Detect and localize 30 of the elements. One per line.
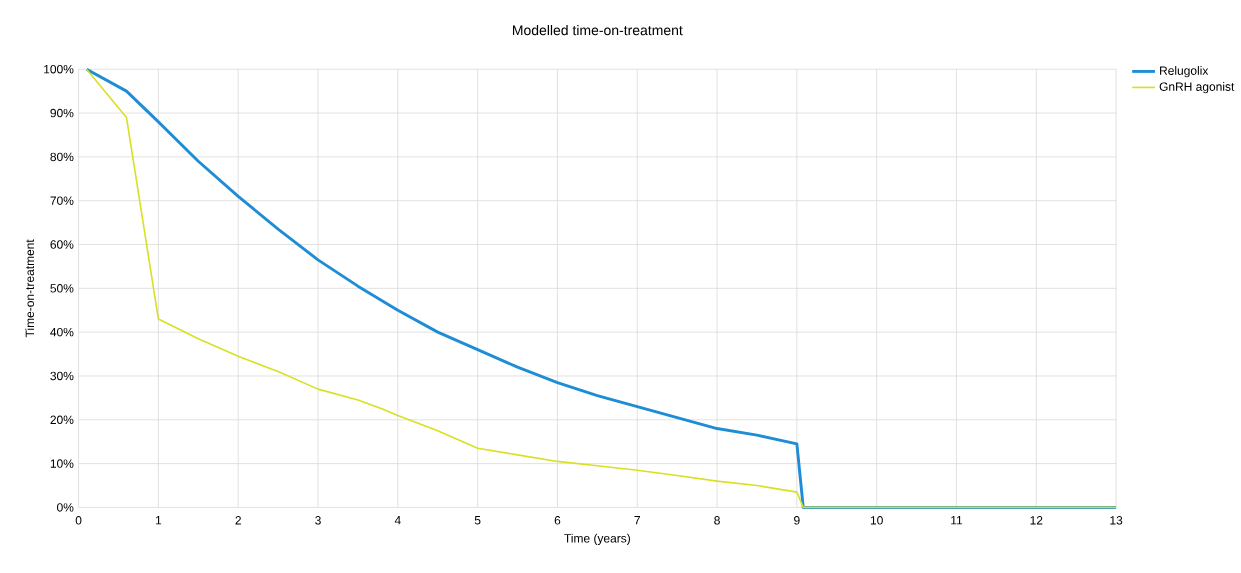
y-tick-label: 20% (50, 415, 74, 425)
x-tick-label: 2 (235, 516, 241, 525)
y-tick-label: 70% (50, 196, 74, 206)
y-tick-label: 80% (50, 152, 74, 162)
x-tick-label: 13 (1110, 516, 1123, 525)
x-tick-label: 0 (75, 516, 82, 525)
x-tick-label: 10 (870, 516, 883, 525)
x-tick-label: 1 (155, 516, 162, 525)
x-tick-label: 7 (634, 516, 640, 525)
x-axis-title: Time (years) (564, 533, 630, 546)
x-tick-label: 5 (474, 516, 481, 525)
y-tick-label: 40% (50, 328, 74, 337)
x-tick-label: 8 (714, 516, 720, 525)
y-tick-label: 10% (50, 459, 74, 469)
y-tick-label: 100% (44, 65, 74, 74)
y-tick-label: 0% (57, 503, 74, 512)
x-tick-label: 6 (554, 516, 561, 525)
x-tick-label: 11 (951, 516, 963, 525)
x-tick-label: 3 (315, 516, 321, 525)
legend-label: Relugolix (1160, 66, 1209, 78)
y-tick-label: 60% (50, 240, 74, 249)
x-tick-label: 9 (794, 516, 800, 525)
y-tick-label: 50% (50, 284, 74, 293)
x-tick-label: 12 (1030, 516, 1043, 525)
x-tick-label: 4 (394, 516, 401, 525)
chart-title: Modelled time-on-treatment (512, 25, 683, 36)
legend-label: GnRH agonist (1159, 82, 1235, 94)
y-tick-label: 90% (50, 108, 74, 118)
y-axis-title: Time-on-treatment (25, 239, 35, 338)
y-tick-label: 30% (50, 371, 74, 381)
